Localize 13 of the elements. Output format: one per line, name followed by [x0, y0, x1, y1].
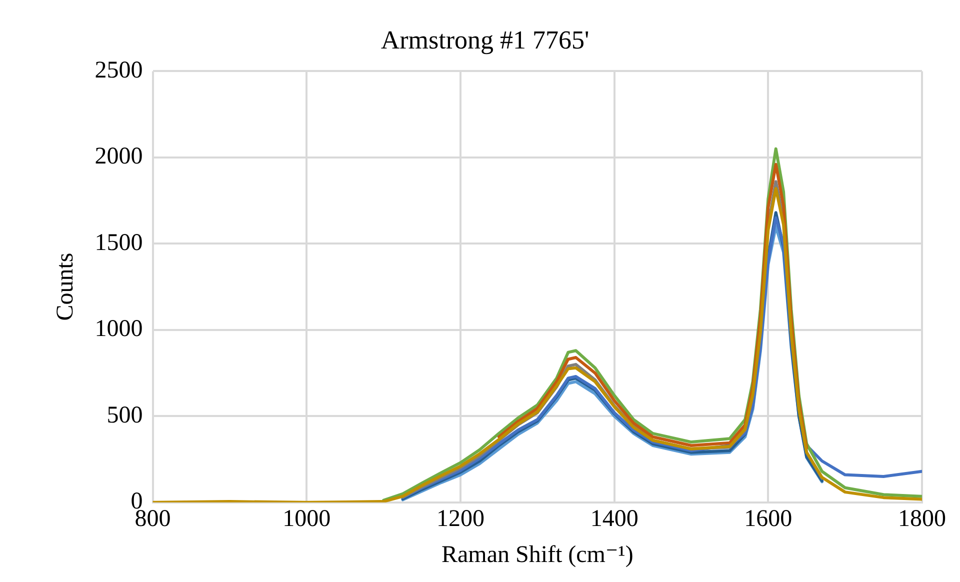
chart-title: Armstrong #1 7765': [380, 25, 590, 54]
y-tick-label: 500: [106, 402, 143, 428]
y-axis-title: Counts: [52, 252, 79, 321]
x-tick-label: 1400: [590, 506, 638, 532]
x-tick-label: 1200: [436, 506, 484, 532]
y-tick-label: 2000: [94, 144, 143, 170]
y-tick-label: 2500: [94, 57, 143, 84]
y-tick-label: 1500: [94, 230, 143, 256]
x-tick-label: 1800: [898, 506, 946, 532]
x-axis-title: Raman Shift (cm⁻¹): [441, 542, 634, 568]
y-tick-label: 1000: [94, 316, 143, 342]
x-tick-label: 1000: [282, 506, 331, 532]
x-tick-label: 1600: [744, 506, 792, 532]
